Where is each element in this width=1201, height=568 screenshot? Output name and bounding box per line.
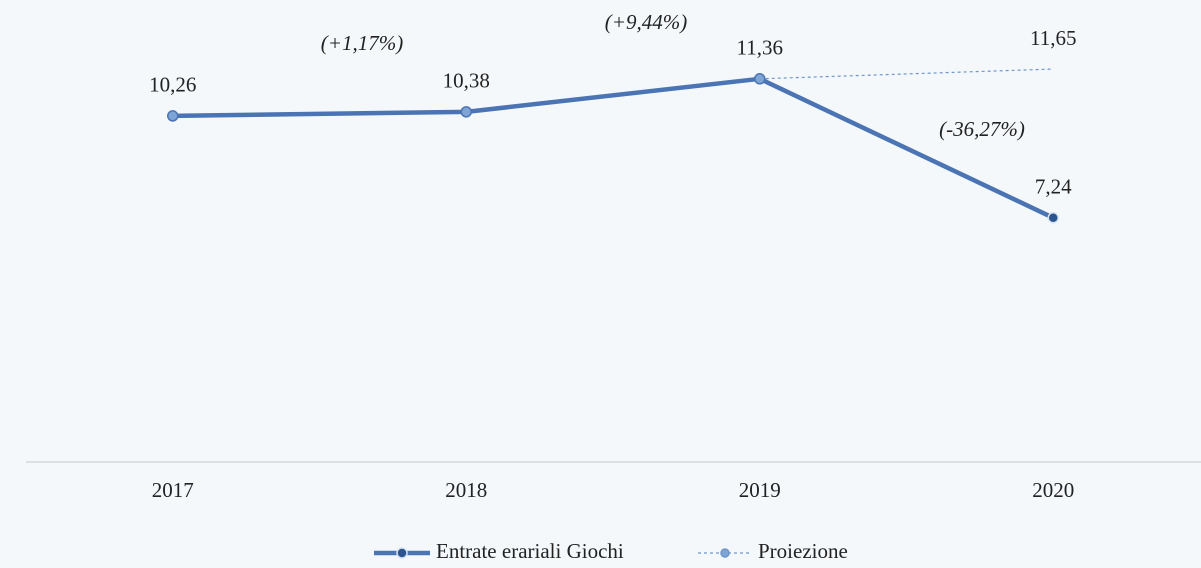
x-tick-label: 2019 xyxy=(739,478,781,502)
annotation: (+9,44%) xyxy=(605,10,687,34)
data-label: 11,36 xyxy=(737,36,783,60)
legend-marker xyxy=(720,548,730,558)
marker xyxy=(167,110,179,122)
legend-label: Proiezione xyxy=(758,539,848,563)
data-label: 11,65 xyxy=(1030,26,1076,50)
marker xyxy=(1047,212,1059,224)
x-tick-label: 2020 xyxy=(1032,478,1074,502)
data-label: 10,26 xyxy=(149,73,196,97)
legend-marker xyxy=(396,547,408,559)
projection-line xyxy=(759,68,1054,80)
annotation: (+1,17%) xyxy=(321,31,403,55)
data-label: 10,38 xyxy=(443,69,490,93)
annotation: (-36,27%) xyxy=(939,117,1025,141)
legend-label: Entrate erariali Giochi xyxy=(436,539,624,563)
x-tick-label: 2017 xyxy=(152,478,194,502)
marker xyxy=(460,106,472,118)
series-line xyxy=(172,76,1055,220)
data-label: 7,24 xyxy=(1035,175,1072,199)
marker xyxy=(754,73,766,85)
x-tick-label: 2018 xyxy=(445,478,487,502)
